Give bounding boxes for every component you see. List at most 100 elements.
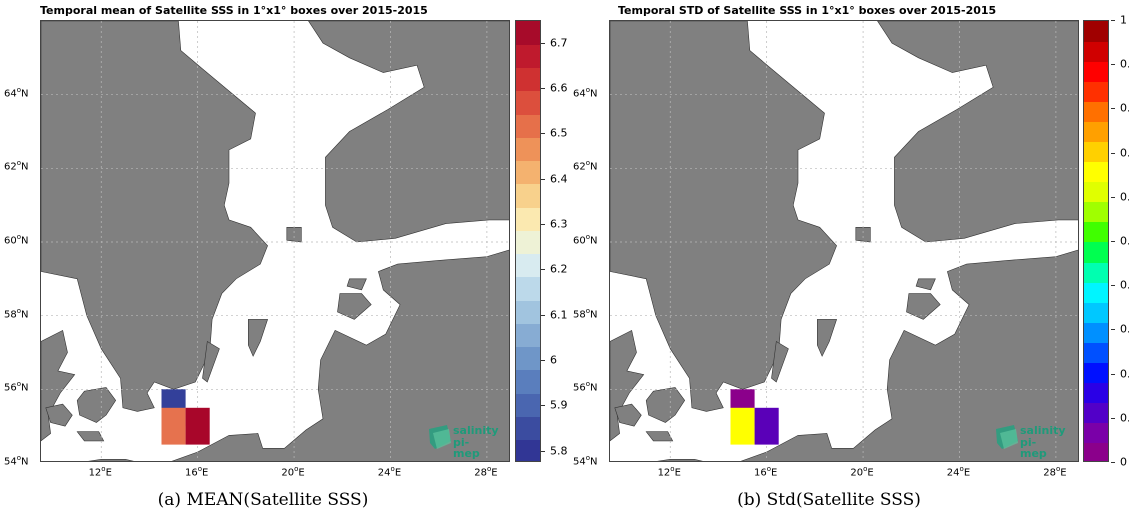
colorbar-segment bbox=[516, 137, 540, 162]
colorbar-tick-mark bbox=[1111, 462, 1115, 463]
panel-std: Temporal STD of Satellite SSS in 1°x1° b… bbox=[566, 0, 1129, 522]
colorbar-segment bbox=[516, 90, 540, 115]
data-box bbox=[754, 407, 779, 445]
colorbar-tick-label: 0.5 bbox=[1120, 234, 1129, 248]
colorbar-tick-label: 0.1 bbox=[1120, 411, 1129, 425]
colorbar-tick-label: 0 bbox=[1120, 455, 1127, 469]
colorbar-tick-label: 0.4 bbox=[1120, 278, 1129, 292]
data-box bbox=[185, 407, 210, 445]
lat-tick-label: 62oN bbox=[4, 159, 29, 173]
land-aland bbox=[286, 227, 302, 243]
colorbar-segment bbox=[1084, 181, 1108, 203]
lon-tick-label: 12oE bbox=[88, 465, 112, 479]
logo-line2: pi-mep bbox=[1020, 436, 1047, 460]
colorbar-segment bbox=[1084, 221, 1108, 243]
land-scandinavia bbox=[41, 21, 268, 412]
colorbar-segment bbox=[1084, 382, 1108, 404]
colorbar-tick-label: 6.2 bbox=[550, 262, 568, 276]
colorbar-tick-label: 6.5 bbox=[550, 126, 568, 140]
colorbar-segment bbox=[1084, 422, 1108, 444]
colorbar bbox=[515, 20, 541, 462]
colorbar-tick-mark bbox=[541, 360, 545, 361]
land-baltics bbox=[657, 249, 1078, 461]
land-funen bbox=[614, 403, 642, 427]
colorbar-segment bbox=[1084, 81, 1108, 102]
colorbar-segment bbox=[516, 300, 540, 324]
colorbar-tick-label: 0.7 bbox=[1120, 146, 1129, 160]
land-aland bbox=[855, 227, 871, 243]
land-saaremaa bbox=[337, 293, 372, 320]
land-baltics bbox=[88, 249, 509, 461]
colorbar-tick-mark bbox=[1111, 373, 1115, 375]
map-svg bbox=[610, 21, 1078, 461]
lon-tick-label: 12oE bbox=[657, 465, 681, 479]
land-finland_russia bbox=[308, 21, 509, 243]
colorbar-segment bbox=[516, 230, 540, 255]
colorbar-segment bbox=[1084, 322, 1108, 343]
colorbar-tick-mark bbox=[541, 269, 545, 271]
lat-tick-label: 64oN bbox=[4, 85, 29, 99]
colorbar-tick-mark bbox=[1111, 417, 1115, 419]
colorbar-tick-label: 6.1 bbox=[550, 308, 568, 322]
lon-tick-label: 24oE bbox=[946, 465, 971, 479]
land-funen bbox=[45, 403, 73, 427]
land-hiiumaa bbox=[915, 278, 936, 291]
colorbar-segment bbox=[1084, 201, 1108, 223]
logo-icon bbox=[996, 425, 1018, 449]
lon-tick-label: 28oE bbox=[1043, 465, 1067, 479]
colorbar-segment bbox=[516, 369, 540, 394]
colorbar-tick-mark bbox=[541, 314, 545, 316]
data-box bbox=[161, 407, 186, 445]
colorbar-tick-label: 1 bbox=[1120, 13, 1127, 27]
lon-tick-label: 24oE bbox=[377, 465, 402, 479]
land-denmark_jutland bbox=[41, 329, 76, 442]
colorbar-tick-mark bbox=[541, 405, 545, 407]
lon-tick-label: 20oE bbox=[850, 465, 874, 479]
lat-tick-label: 54oN bbox=[573, 454, 598, 468]
colorbar-segment bbox=[1084, 362, 1108, 384]
map-title: Temporal mean of Satellite SSS in 1°x1° … bbox=[40, 4, 428, 17]
land-zealand bbox=[76, 387, 117, 423]
colorbar-tick-label: 0.3 bbox=[1120, 322, 1129, 336]
map-area bbox=[609, 20, 1079, 462]
colorbar-tick-mark bbox=[541, 224, 545, 225]
logo-line1: salinity bbox=[453, 424, 499, 437]
colorbar-tick-label: 6.3 bbox=[550, 217, 568, 231]
colorbar-segment bbox=[1084, 121, 1108, 143]
colorbar-tick-label: 6.4 bbox=[550, 172, 568, 186]
colorbar-segment bbox=[1084, 402, 1108, 424]
map-title: Temporal STD of Satellite SSS in 1°x1° b… bbox=[618, 4, 997, 17]
lat-tick-label: 56oN bbox=[573, 380, 598, 394]
map-svg bbox=[41, 21, 509, 461]
salinity-pi-mep-logo: salinity pi-mep bbox=[994, 423, 1066, 459]
colorbar-segment bbox=[1084, 101, 1108, 122]
colorbar-tick-mark bbox=[1111, 20, 1115, 21]
panel-mean: Temporal mean of Satellite SSS in 1°x1° … bbox=[4, 4, 568, 510]
colorbar-segment bbox=[1084, 342, 1108, 364]
colorbar-tick-mark bbox=[541, 178, 545, 180]
lat-tick-label: 58oN bbox=[573, 306, 598, 320]
colorbar-tick-label: 6.6 bbox=[550, 81, 568, 95]
lon-tick-label: 20oE bbox=[281, 465, 305, 479]
colorbar-tick-label: 6.7 bbox=[550, 36, 568, 50]
lon-tick-label: 16oE bbox=[184, 465, 209, 479]
caption: (a) MEAN(Satellite SSS) bbox=[157, 490, 369, 510]
colorbar-tick-label: 0.2 bbox=[1120, 367, 1129, 381]
colorbar-tick-mark bbox=[1111, 196, 1115, 198]
colorbar-tick-mark bbox=[1111, 329, 1115, 331]
colorbar-segment bbox=[516, 67, 540, 92]
land-lolland bbox=[645, 431, 674, 442]
colorbar-segment bbox=[516, 393, 540, 417]
colorbar-segment bbox=[1084, 262, 1108, 283]
colorbar-tick-mark bbox=[1111, 241, 1115, 242]
colorbar-segment bbox=[1084, 282, 1108, 303]
colorbar-segment bbox=[516, 253, 540, 278]
land-gotland bbox=[248, 319, 269, 357]
map-area bbox=[40, 20, 510, 462]
data-box bbox=[730, 407, 755, 445]
colorbar-tick-mark bbox=[541, 450, 545, 452]
colorbar-segment bbox=[516, 416, 540, 441]
colorbar-tick-label: 0.6 bbox=[1120, 190, 1129, 204]
land-hiiumaa bbox=[346, 278, 367, 291]
colorbar-tick-label: 0.8 bbox=[1120, 101, 1129, 115]
